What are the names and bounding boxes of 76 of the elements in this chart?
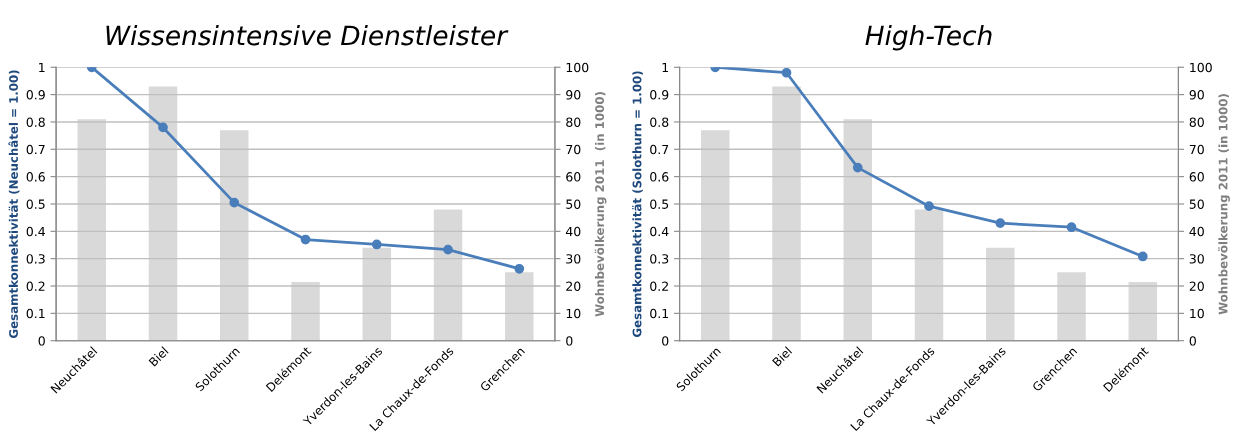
- y2-tick-label: 40: [565, 226, 581, 237]
- y2-tick-label: 0: [566, 336, 573, 346]
- y-tick-label: 0.5: [650, 199, 669, 209]
- bar: [986, 247, 1015, 341]
- y2-tick-label: 30: [566, 254, 581, 264]
- y2-tick-label: 30: [1189, 254, 1204, 264]
- y2-tick-label: 10: [1190, 308, 1204, 319]
- y-tick-label: 0.3: [26, 254, 45, 264]
- point: [158, 122, 168, 133]
- y-tick-label: 0.9: [26, 90, 45, 100]
- y2-tick-label: 10: [566, 308, 581, 319]
- y2-tick-label: 90: [566, 90, 581, 100]
- y2-tick-label: 70: [566, 144, 581, 155]
- point: [229, 197, 240, 208]
- y-tick-label: 0.5: [26, 199, 45, 209]
- y-tick-label: 0.9: [650, 90, 669, 100]
- bar: [505, 272, 534, 341]
- y-tick-label: 0: [662, 336, 669, 346]
- y2-tick-label: 60: [566, 172, 581, 182]
- bar: [1057, 272, 1086, 341]
- y2-tick-label: 40: [1189, 226, 1204, 237]
- y-tick-label: 0.4: [650, 226, 669, 237]
- y-tick-label: 0: [38, 336, 45, 346]
- y2-tick-label: 100: [566, 62, 589, 73]
- y2-tick-label: 80: [1189, 117, 1204, 127]
- point: [995, 218, 1006, 228]
- y2-tick-label: 90: [1189, 90, 1204, 100]
- point: [443, 244, 453, 255]
- y-tick-label: 0.6: [650, 172, 669, 182]
- y2-tick-label: 100: [1190, 62, 1212, 73]
- bar: [77, 119, 106, 341]
- y-tick-label: 1: [662, 62, 669, 73]
- point: [1137, 251, 1148, 262]
- point: [781, 67, 792, 78]
- point: [300, 234, 311, 245]
- y-tick-label: 0.1: [26, 308, 45, 319]
- bar: [148, 86, 178, 341]
- bar: [914, 209, 944, 341]
- bar: [772, 86, 801, 341]
- bar: [433, 209, 463, 341]
- y-tick-label: 0.3: [650, 254, 669, 264]
- y-tick-label: 0.8: [650, 117, 669, 127]
- y-tick-label: 0.7: [26, 144, 45, 155]
- point: [371, 239, 382, 250]
- y2-tick-label: 80: [566, 117, 581, 127]
- y2-tick-label: 50: [566, 199, 581, 209]
- y2-tick-label: 20: [1189, 281, 1204, 291]
- y2-tick-label: 70: [1189, 144, 1204, 155]
- y-axis-title: Gesamtkonnektivität (Neuchâtel = 1.00): [8, 70, 20, 338]
- y2-axis-title: Wohnbevölkerung 2011 (in 1000): [1218, 94, 1230, 315]
- y2-tick-label: 50: [1189, 199, 1204, 209]
- bar: [220, 130, 249, 341]
- bar: [700, 130, 730, 341]
- y-tick-label: 1: [39, 62, 45, 73]
- point: [514, 263, 525, 274]
- y2-tick-label: 60: [1189, 172, 1204, 182]
- chart-title: Wissensintensive Dienstleister: [106, 25, 509, 46]
- chart-title: High-Tech: [865, 25, 992, 51]
- bar: [291, 281, 320, 341]
- bar: [1128, 281, 1158, 341]
- y-tick-label: 0.4: [26, 226, 45, 237]
- y-tick-label: 0.6: [26, 172, 45, 182]
- point: [1066, 222, 1077, 233]
- y-tick-label: 0.8: [26, 117, 45, 127]
- y2-tick-label: 20: [566, 281, 581, 291]
- y-tick-label: 0.2: [26, 281, 45, 291]
- y-tick-label: 0.7: [650, 144, 669, 155]
- y-tick-label: 0.1: [650, 308, 669, 319]
- bar: [843, 119, 873, 341]
- y-axis-title: Gesamtkonnektivität (Solothurn = 1.00): [632, 71, 643, 337]
- y2-tick-label: 0: [1189, 336, 1196, 346]
- bar: [362, 247, 392, 341]
- point: [852, 162, 863, 173]
- point: [924, 201, 934, 212]
- y2-axis-title: Wohnbevölkerung 2011 (in 1000): [594, 92, 607, 317]
- y-tick-label: 0.2: [650, 281, 668, 291]
